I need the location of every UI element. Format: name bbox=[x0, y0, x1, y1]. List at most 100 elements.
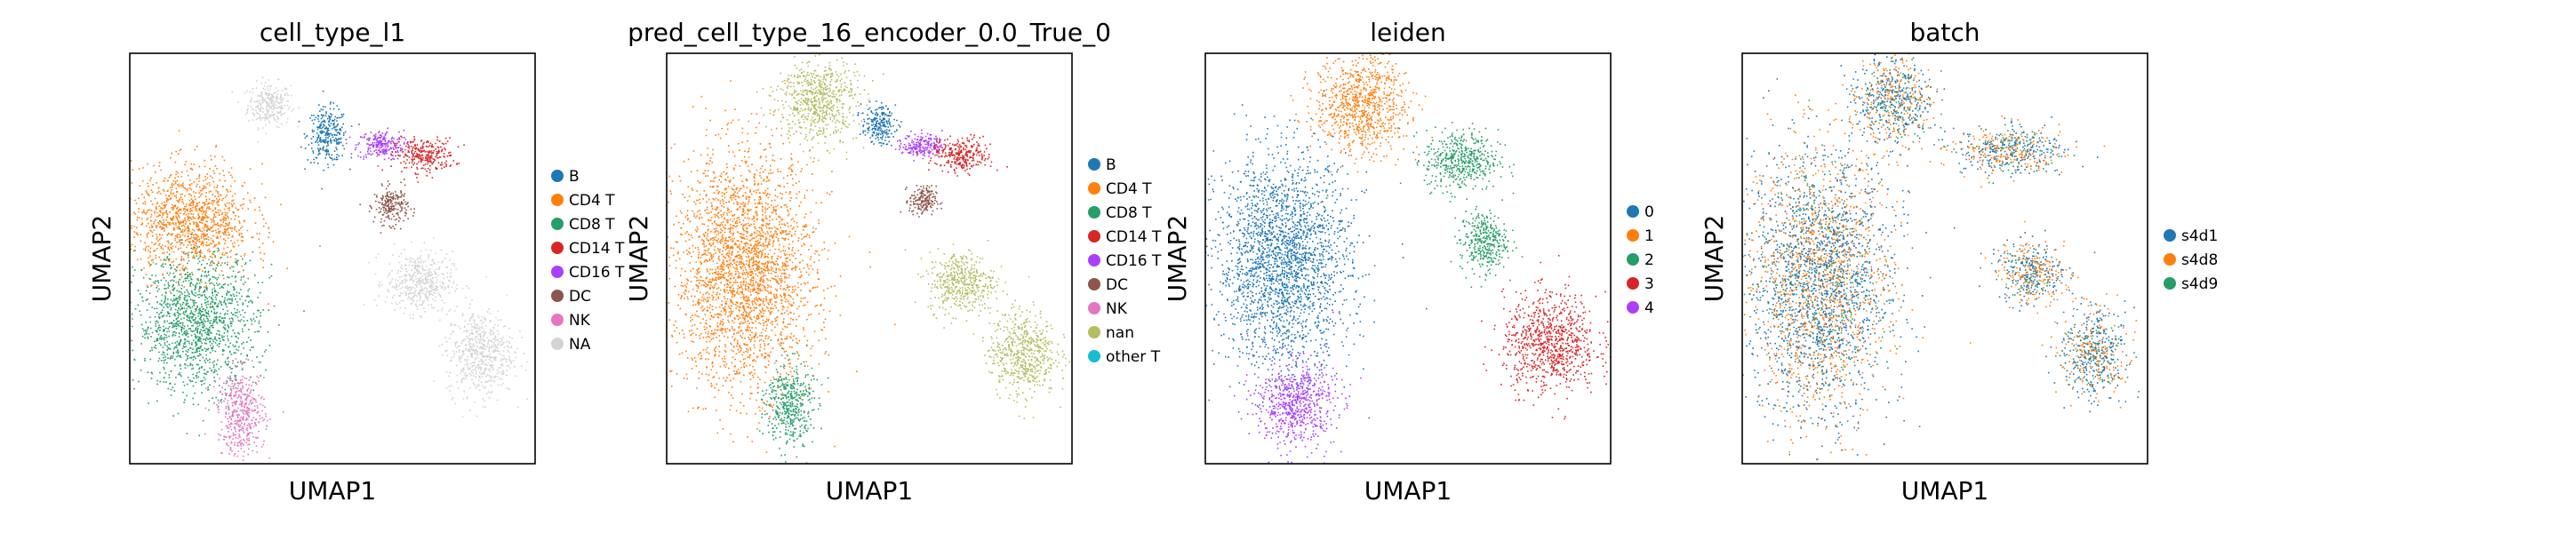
legend-marker bbox=[1088, 182, 1100, 195]
legend-label: CD8 T bbox=[569, 216, 615, 234]
point-cluster bbox=[379, 135, 465, 183]
legend-label: s4d1 bbox=[2181, 227, 2218, 245]
y-axis-label: UMAP2 bbox=[1163, 215, 1192, 303]
point-cluster bbox=[298, 90, 360, 190]
panel-3: leiden UMAP1 UMAP2 0 1 2 3 4 bbox=[1163, 18, 1654, 505]
legend-label: 4 bbox=[1644, 299, 1654, 317]
chart-title: pred_cell_type_16_encoder_0.0_True_0 bbox=[628, 18, 1111, 47]
plot-frame bbox=[1741, 52, 2148, 465]
point-cluster bbox=[363, 236, 469, 320]
legend-label: CD14 T bbox=[1106, 228, 1162, 246]
y-axis-label: UMAP2 bbox=[624, 215, 653, 303]
point-cluster bbox=[1743, 78, 1956, 461]
point-cluster bbox=[1840, 53, 1955, 157]
scatter-points bbox=[667, 53, 1071, 464]
point-cluster bbox=[756, 53, 884, 162]
legend-marker bbox=[2164, 253, 2176, 266]
legend-label: NA bbox=[569, 336, 591, 354]
legend-marker bbox=[1627, 301, 1639, 314]
plot-frame bbox=[129, 52, 536, 465]
legend: s4d1 s4d8 s4d9 bbox=[2164, 227, 2218, 293]
legend-label: s4d9 bbox=[2181, 275, 2218, 293]
point-cluster bbox=[130, 211, 305, 437]
legend-label: DC bbox=[1106, 276, 1128, 294]
legend-marker bbox=[551, 314, 564, 326]
point-cluster bbox=[1918, 115, 2106, 188]
legend-label: B bbox=[569, 168, 580, 186]
legend-marker bbox=[1627, 253, 1639, 266]
legend-label: CD16 T bbox=[569, 264, 625, 282]
point-cluster bbox=[894, 129, 945, 162]
legend-marker bbox=[1088, 302, 1100, 314]
legend-marker bbox=[1088, 230, 1100, 243]
legend-marker bbox=[551, 194, 564, 206]
panel-2: pred_cell_type_16_encoder_0.0_True_0 UMAP… bbox=[624, 18, 1162, 505]
point-cluster bbox=[904, 240, 1010, 329]
scatter-points bbox=[1205, 53, 1611, 464]
point-cluster bbox=[756, 335, 829, 464]
y-axis-label: UMAP2 bbox=[1700, 215, 1729, 303]
legend-label: CD14 T bbox=[569, 240, 625, 258]
chart-title: leiden bbox=[1370, 18, 1446, 47]
legend-marker bbox=[1627, 277, 1639, 290]
legend-marker bbox=[1088, 350, 1100, 362]
legend-marker bbox=[1627, 205, 1639, 218]
point-cluster bbox=[1742, 60, 1972, 464]
legend-marker bbox=[1627, 229, 1639, 242]
point-cluster bbox=[359, 180, 415, 234]
legend-marker bbox=[551, 338, 564, 350]
point-cluster bbox=[1947, 117, 2076, 184]
legend-label: other T bbox=[1106, 348, 1161, 366]
legend-marker bbox=[1088, 206, 1100, 219]
legend-label: CD8 T bbox=[1106, 204, 1152, 222]
point-cluster bbox=[2045, 303, 2140, 393]
point-cluster bbox=[1398, 122, 1515, 203]
point-cluster bbox=[423, 275, 535, 418]
legend-label: 3 bbox=[1644, 275, 1654, 293]
point-cluster bbox=[130, 130, 321, 307]
legend-label: NK bbox=[1106, 300, 1128, 318]
legend-label: DC bbox=[569, 288, 591, 306]
y-axis-label: UMAP2 bbox=[87, 215, 116, 303]
legend-label: CD4 T bbox=[1106, 180, 1152, 198]
point-cluster bbox=[900, 185, 943, 218]
legend-marker bbox=[551, 266, 564, 278]
panel-4: batch UMAP1 UMAP2 s4d1 s4d8 s4d9 bbox=[1700, 18, 2218, 505]
legend-label: NK bbox=[569, 312, 591, 330]
scatter-points bbox=[1742, 53, 2140, 464]
x-axis-label: UMAP1 bbox=[1364, 476, 1452, 505]
legend-label: 1 bbox=[1644, 227, 1654, 245]
point-cluster bbox=[1450, 187, 1524, 289]
legend-marker bbox=[551, 170, 564, 182]
legend-label: 2 bbox=[1644, 251, 1654, 269]
point-cluster bbox=[1984, 220, 2079, 314]
legend-label: CD4 T bbox=[569, 192, 615, 210]
point-cluster bbox=[1743, 99, 1932, 456]
point-cluster bbox=[972, 275, 1071, 419]
legend-marker bbox=[1088, 278, 1100, 290]
point-cluster bbox=[857, 100, 902, 147]
x-axis-label: UMAP1 bbox=[826, 476, 914, 505]
point-cluster bbox=[1481, 255, 1611, 420]
point-cluster bbox=[916, 133, 1008, 177]
legend-marker bbox=[551, 242, 564, 254]
legend-marker bbox=[551, 290, 564, 302]
x-axis-label: UMAP1 bbox=[1901, 476, 1989, 505]
point-cluster bbox=[345, 127, 409, 167]
legend: B CD4 T CD8 T CD14 T CD16 T DC NK nan other T bbox=[1088, 156, 1162, 366]
legend-marker bbox=[551, 218, 564, 230]
plot-frame bbox=[1204, 52, 1612, 465]
legend-marker bbox=[2164, 277, 2176, 290]
legend-label: CD16 T bbox=[1106, 252, 1162, 270]
legend-label: nan bbox=[1106, 324, 1134, 342]
chart-title: cell_type_l1 bbox=[260, 18, 405, 47]
point-cluster bbox=[2047, 292, 2140, 413]
legend-label: B bbox=[1106, 156, 1116, 174]
point-cluster bbox=[1933, 116, 2099, 178]
legend-marker bbox=[1088, 158, 1100, 171]
legend-label: s4d8 bbox=[2181, 251, 2218, 269]
legend: 0 1 2 3 4 bbox=[1627, 203, 1654, 317]
legend: B CD4 T CD8 T CD14 T CD16 T DC NK NA bbox=[551, 168, 625, 354]
legend-marker bbox=[1088, 254, 1100, 266]
